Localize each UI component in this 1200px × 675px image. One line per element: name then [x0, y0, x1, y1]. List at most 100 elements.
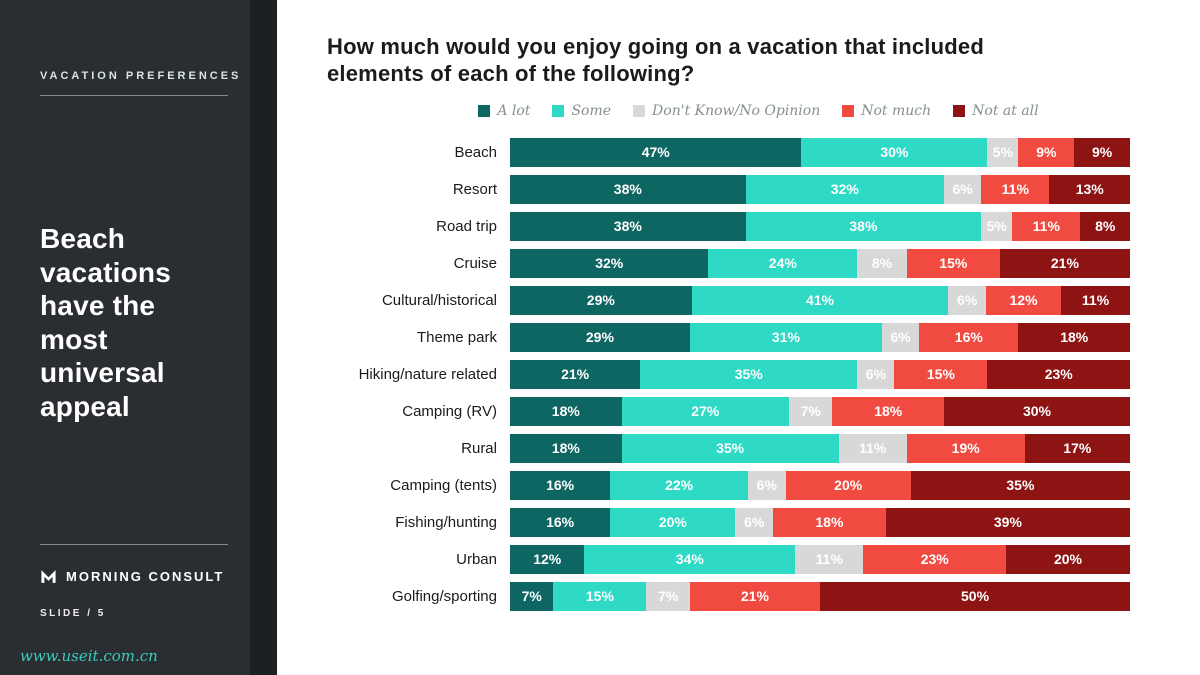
chart-row-camping-rv: Camping (RV) 18% 27% 7% 18% 30%: [327, 396, 1130, 426]
main-content: How much would you enjoy going on a vaca…: [277, 0, 1200, 675]
sidebar: VACATION PREFERENCES Beach vacations hav…: [0, 0, 250, 675]
chart-row-cultural-historical: Cultural/historical 29% 41% 6% 12% 11%: [327, 285, 1130, 315]
segment-not-at-all: 20%: [1006, 544, 1130, 574]
row-label: Resort: [452, 180, 497, 198]
segment-not-much: 16%: [919, 322, 1019, 352]
sidebar-edge: [250, 0, 277, 675]
bar-beach: 47% 30% 5% 9% 9%: [510, 137, 1130, 167]
morning-consult-logo-icon: [40, 568, 57, 585]
segment-not-at-all: 23%: [987, 359, 1130, 389]
legend-label: Don't Know/No Opinion: [652, 102, 821, 119]
segment-a-lot: 38%: [510, 174, 746, 204]
watermark: www.useit.com.cn: [20, 647, 158, 665]
segment-don-t-know-no-opinion: 7%: [646, 581, 690, 611]
row-label: Theme park: [416, 328, 497, 346]
legend-label: A lot: [497, 102, 531, 119]
segment-some: 24%: [708, 248, 858, 278]
segment-some: 35%: [640, 359, 858, 389]
segment-not-at-all: 21%: [999, 248, 1130, 278]
bar-urban: 12% 34% 11% 23% 20%: [510, 544, 1130, 574]
segment-not-much: 11%: [1012, 211, 1081, 241]
eyebrow-divider: [40, 95, 228, 96]
bar-camping-tents: 16% 22% 6% 20% 35%: [510, 470, 1130, 500]
row-label: Rural: [461, 439, 497, 457]
segment-a-lot: 7%: [510, 581, 554, 611]
segment-don-t-know-no-opinion: 6%: [948, 285, 986, 315]
legend-swatch: [552, 104, 565, 117]
segment-don-t-know-no-opinion: 11%: [838, 433, 907, 463]
segment-some: 30%: [801, 137, 988, 167]
legend-swatch: [478, 104, 491, 117]
segment-a-lot: 47%: [510, 137, 802, 167]
segment-not-much: 15%: [894, 359, 988, 389]
bar-golfing-sporting: 7% 15% 7% 21% 50%: [510, 581, 1131, 611]
segment-don-t-know-no-opinion: 6%: [735, 507, 774, 537]
chart-row-rural: Rural 18% 35% 11% 19% 17%: [327, 433, 1130, 463]
segment-not-at-all: 13%: [1049, 174, 1130, 204]
chart-row-beach: Beach 47% 30% 5% 9% 9%: [327, 137, 1130, 167]
chart-row-theme-park: Theme park 29% 31% 6% 16% 18%: [327, 322, 1130, 352]
segment-not-at-all: 35%: [910, 470, 1130, 500]
legend-label: Not at all: [972, 102, 1039, 119]
segment-not-at-all: 30%: [944, 396, 1130, 426]
segment-a-lot: 18%: [510, 433, 622, 463]
segment-a-lot: 16%: [510, 470, 611, 500]
segment-a-lot: 12%: [510, 544, 585, 574]
legend-swatch: [953, 104, 966, 117]
segment-not-much: 23%: [863, 544, 1006, 574]
legend-swatch: [842, 104, 855, 117]
chart-title: How much would you enjoy going on a vaca…: [327, 34, 984, 86]
segment-don-t-know-no-opinion: 7%: [789, 396, 833, 426]
segment-not-at-all: 17%: [1024, 433, 1130, 463]
bar-rural: 18% 35% 11% 19% 17%: [510, 433, 1130, 463]
brand: MORNING CONSULT: [40, 568, 224, 585]
brand-divider: [40, 544, 228, 545]
legend-swatch: [633, 104, 646, 117]
segment-don-t-know-no-opinion: 6%: [857, 359, 895, 389]
segment-don-t-know-no-opinion: 5%: [981, 211, 1013, 241]
segment-a-lot: 29%: [510, 285, 692, 315]
chart-rows: Beach 47% 30% 5% 9% 9% Resort 38% 32% 6% 11% 13% Roa…: [327, 137, 1131, 611]
eyebrow-label: VACATION PREFERENCES: [40, 70, 242, 82]
segment-don-t-know-no-opinion: 11%: [795, 544, 864, 574]
segment-some: 41%: [691, 285, 949, 315]
bar-fishing-hunting: 16% 20% 6% 18% 39%: [510, 507, 1131, 537]
segment-not-at-all: 50%: [820, 581, 1131, 611]
bar-cultural-historical: 29% 41% 6% 12% 11%: [510, 285, 1130, 315]
bar-camping-rv: 18% 27% 7% 18% 30%: [510, 396, 1130, 426]
slide-headline: Beach vacations have the most universal …: [40, 223, 171, 422]
chart-row-road-trip: Road trip 38% 38% 5% 11% 8%: [327, 211, 1130, 241]
segment-a-lot: 29%: [510, 322, 690, 352]
bar-cruise: 32% 24% 8% 15% 21%: [510, 248, 1130, 278]
row-label: Hiking/nature related: [358, 365, 497, 383]
chart-row-golfing-sporting: Golfing/sporting 7% 15% 7% 21% 50%: [327, 581, 1131, 611]
bar-hiking-nature-related: 21% 35% 6% 15% 23%: [510, 359, 1130, 389]
segment-some: 27%: [621, 396, 789, 426]
legend-item-not-much: Not much: [842, 103, 931, 119]
segment-don-t-know-no-opinion: 5%: [987, 137, 1019, 167]
segment-some: 20%: [610, 507, 736, 537]
segment-not-at-all: 8%: [1080, 211, 1130, 241]
legend-item-don-t-know-no-opinion: Don't Know/No Opinion: [633, 103, 820, 119]
row-label: Cultural/historical: [381, 291, 497, 309]
chart-row-resort: Resort 38% 32% 6% 11% 13%: [327, 174, 1130, 204]
segment-not-much: 12%: [985, 285, 1062, 315]
row-label: Urban: [456, 550, 497, 568]
chart-row-fishing-hunting: Fishing/hunting 16% 20% 6% 18% 39%: [327, 507, 1131, 537]
segment-not-much: 11%: [981, 174, 1050, 204]
row-label: Golfing/sporting: [391, 587, 497, 605]
segment-some: 35%: [621, 433, 839, 463]
segment-not-much: 15%: [906, 248, 1000, 278]
segment-not-at-all: 9%: [1074, 137, 1130, 167]
legend-item-some: Some: [552, 103, 611, 119]
bar-theme-park: 29% 31% 6% 16% 18%: [510, 322, 1130, 352]
chart-legend: A lot Some Don't Know/No Opinion Not much No…: [387, 103, 1130, 119]
segment-not-much: 19%: [906, 433, 1025, 463]
segment-don-t-know-no-opinion: 6%: [944, 174, 982, 204]
segment-a-lot: 32%: [510, 248, 709, 278]
legend-item-a-lot: A lot: [478, 103, 530, 119]
row-label: Cruise: [453, 254, 497, 272]
segment-a-lot: 16%: [510, 507, 611, 537]
segment-not-at-all: 18%: [1018, 322, 1130, 352]
